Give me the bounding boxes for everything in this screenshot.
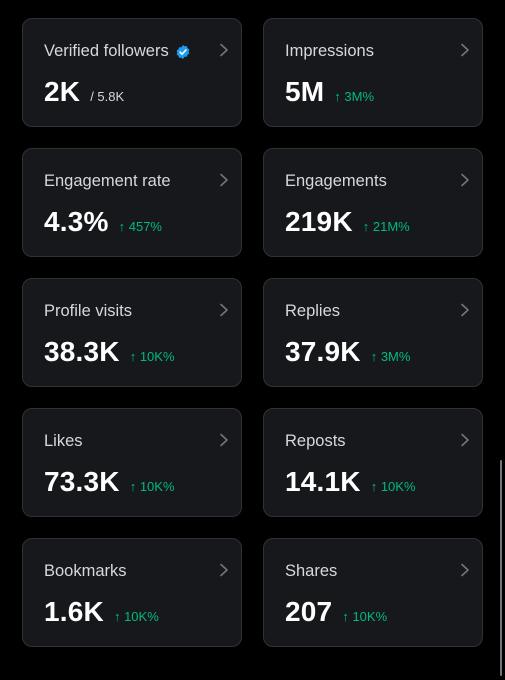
- metric-card-reposts[interactable]: Reposts 14.1K ↑ 10K%: [263, 408, 483, 517]
- metric-label: Reposts: [285, 432, 346, 450]
- metric-value: 2K: [44, 76, 81, 107]
- metric-card-impressions[interactable]: Impressions 5M ↑ 3M%: [263, 18, 483, 127]
- chevron-right-icon: [220, 433, 228, 447]
- chevron-right-icon: [461, 563, 469, 577]
- metric-change: ↑ 10K%: [113, 609, 159, 624]
- metric-label: Engagements: [285, 172, 387, 190]
- metric-change: ↑ 457%: [118, 219, 162, 234]
- metric-label: Engagement rate: [44, 172, 171, 190]
- metrics-grid: Verified followers 2K / 5.8K Impressions…: [22, 18, 483, 647]
- metric-change: ↑ 10K%: [129, 349, 175, 364]
- metric-card-engagements[interactable]: Engagements 219K ↑ 21M%: [263, 148, 483, 257]
- chevron-right-icon: [220, 43, 228, 57]
- metric-card-engagement-rate[interactable]: Engagement rate 4.3% ↑ 457%: [22, 148, 242, 257]
- metric-card-replies[interactable]: Replies 37.9K ↑ 3M%: [263, 278, 483, 387]
- metric-value: 14.1K: [285, 466, 361, 497]
- metric-value: 73.3K: [44, 466, 120, 497]
- metric-value: 207: [285, 596, 333, 627]
- metric-label: Bookmarks: [44, 562, 127, 580]
- metric-change: ↑ 10K%: [370, 479, 416, 494]
- metric-label: Impressions: [285, 42, 374, 60]
- chevron-right-icon: [461, 433, 469, 447]
- metric-label: Verified followers: [44, 42, 169, 60]
- metric-card-shares[interactable]: Shares 207 ↑ 10K%: [263, 538, 483, 647]
- metric-card-verified-followers[interactable]: Verified followers 2K / 5.8K: [22, 18, 242, 127]
- metric-label: Profile visits: [44, 302, 133, 320]
- chevron-right-icon: [461, 173, 469, 187]
- verified-badge-icon: [175, 44, 191, 60]
- metric-change: ↑ 10K%: [129, 479, 175, 494]
- metric-card-bookmarks[interactable]: Bookmarks 1.6K ↑ 10K%: [22, 538, 242, 647]
- metric-value: 5M: [285, 76, 325, 107]
- metric-change: ↑ 21M%: [362, 219, 410, 234]
- metric-label: Replies: [285, 302, 341, 320]
- metric-label: Likes: [44, 432, 83, 450]
- metric-value: 4.3%: [44, 206, 109, 237]
- metric-value: 38.3K: [44, 336, 120, 367]
- metric-total: / 5.8K: [90, 89, 125, 104]
- metric-value: 219K: [285, 206, 353, 237]
- metric-label: Shares: [285, 562, 338, 580]
- scrollbar[interactable]: [500, 460, 502, 676]
- metric-value: 37.9K: [285, 336, 361, 367]
- chevron-right-icon: [220, 173, 228, 187]
- metric-change: ↑ 3M%: [334, 89, 375, 104]
- chevron-right-icon: [461, 303, 469, 317]
- chevron-right-icon: [220, 563, 228, 577]
- metric-change: ↑ 3M%: [370, 349, 411, 364]
- chevron-right-icon: [461, 43, 469, 57]
- metric-card-likes[interactable]: Likes 73.3K ↑ 10K%: [22, 408, 242, 517]
- metric-card-profile-visits[interactable]: Profile visits 38.3K ↑ 10K%: [22, 278, 242, 387]
- metric-value: 1.6K: [44, 596, 104, 627]
- chevron-right-icon: [220, 303, 228, 317]
- metric-change: ↑ 10K%: [342, 609, 388, 624]
